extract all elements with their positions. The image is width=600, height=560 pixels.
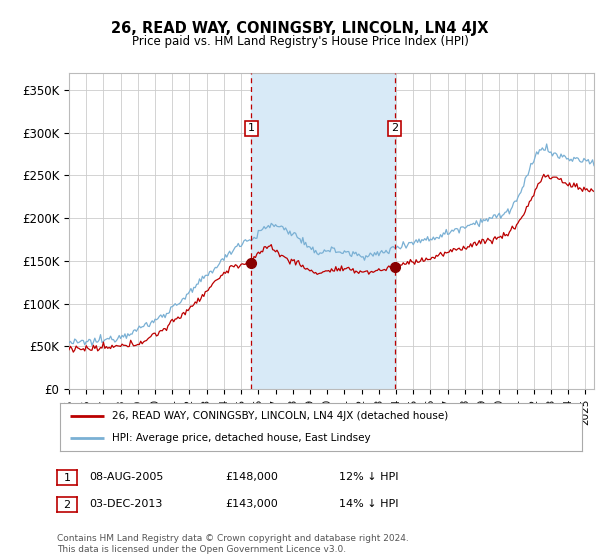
- Text: 14% ↓ HPI: 14% ↓ HPI: [339, 499, 398, 509]
- Text: 12% ↓ HPI: 12% ↓ HPI: [339, 472, 398, 482]
- Text: HPI: Average price, detached house, East Lindsey: HPI: Average price, detached house, East…: [112, 433, 371, 443]
- Text: £143,000: £143,000: [225, 499, 278, 509]
- Text: 1: 1: [64, 473, 70, 483]
- Text: Price paid vs. HM Land Registry's House Price Index (HPI): Price paid vs. HM Land Registry's House …: [131, 35, 469, 48]
- Text: 2: 2: [64, 500, 70, 510]
- Text: 26, READ WAY, CONINGSBY, LINCOLN, LN4 4JX (detached house): 26, READ WAY, CONINGSBY, LINCOLN, LN4 4J…: [112, 411, 448, 421]
- Text: 08-AUG-2005: 08-AUG-2005: [89, 472, 163, 482]
- Text: £148,000: £148,000: [225, 472, 278, 482]
- Text: 2: 2: [391, 123, 398, 133]
- Text: 26, READ WAY, CONINGSBY, LINCOLN, LN4 4JX: 26, READ WAY, CONINGSBY, LINCOLN, LN4 4J…: [111, 21, 489, 36]
- Text: 1: 1: [248, 123, 255, 133]
- Text: 03-DEC-2013: 03-DEC-2013: [89, 499, 162, 509]
- Bar: [251, 73, 395, 389]
- Text: Contains HM Land Registry data © Crown copyright and database right 2024.
This d: Contains HM Land Registry data © Crown c…: [57, 534, 409, 554]
